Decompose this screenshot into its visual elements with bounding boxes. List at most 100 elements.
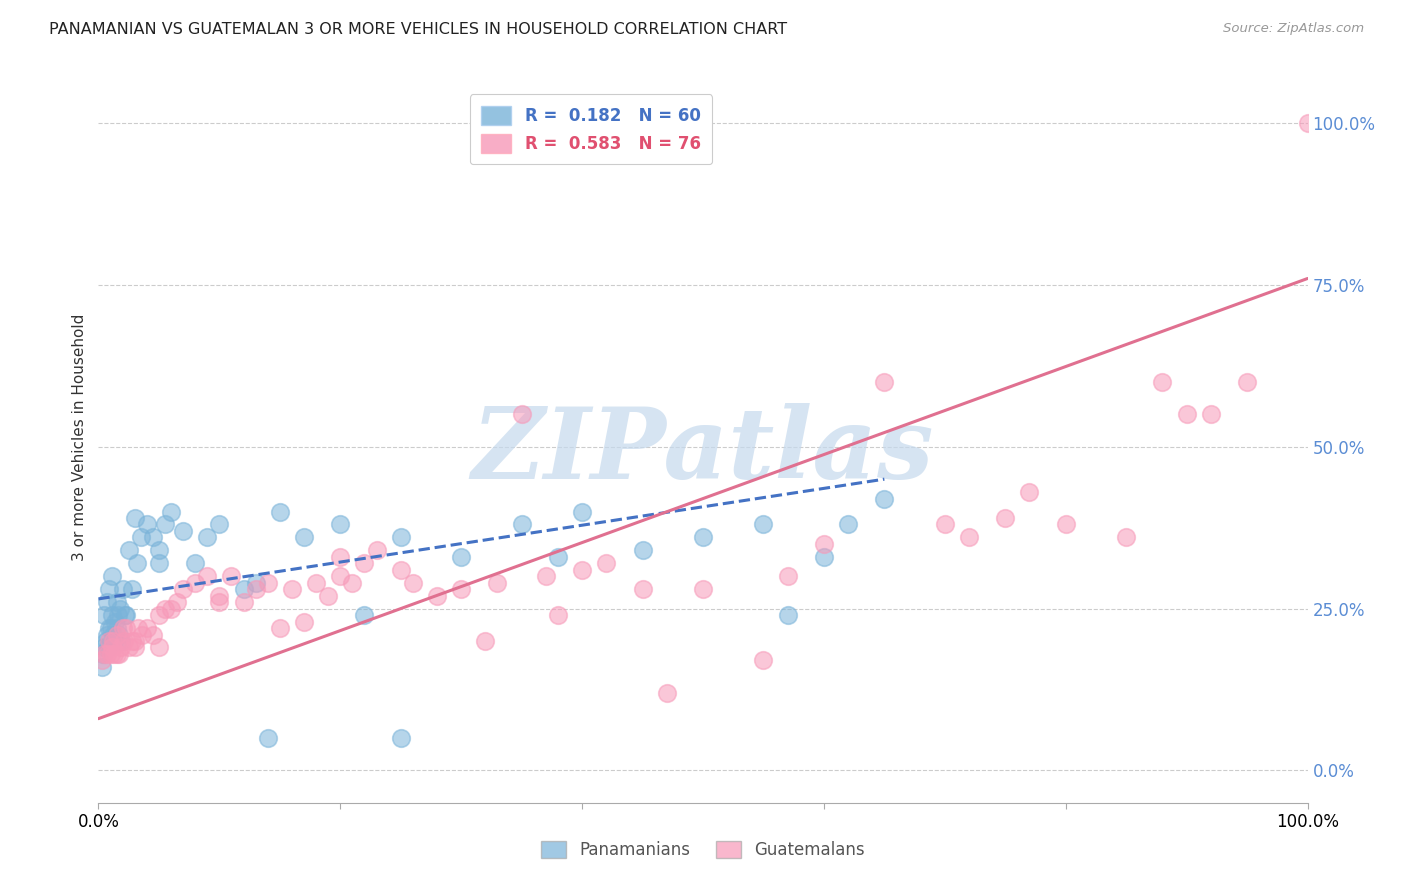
Point (127, 557, 149, 571)
Point (105, 595, 128, 609)
Point (1054, 517, 1077, 532)
Point (547, 608, 569, 623)
Point (353, 557, 375, 571)
Point (91, 647, 114, 661)
Point (93, 640, 115, 655)
Point (91, 653, 114, 667)
Point (342, 575, 364, 590)
Point (934, 517, 956, 532)
Point (96, 627, 118, 641)
Point (389, 731, 412, 745)
Point (148, 543, 170, 558)
Point (1018, 485, 1040, 500)
Point (571, 504, 593, 518)
Point (104, 615, 127, 629)
Point (245, 582, 267, 597)
Point (957, 530, 980, 544)
Point (208, 517, 231, 532)
Point (105, 621, 128, 635)
Point (873, 375, 896, 389)
Point (232, 595, 254, 609)
Point (232, 582, 254, 597)
Point (316, 589, 339, 603)
Point (100, 647, 122, 661)
Point (402, 575, 425, 590)
Point (631, 582, 654, 597)
Point (389, 530, 412, 544)
Point (221, 569, 243, 583)
Point (353, 608, 375, 623)
Text: ZIPatlas: ZIPatlas (472, 403, 934, 500)
Point (474, 634, 496, 648)
Point (208, 589, 231, 603)
Point (184, 575, 207, 590)
Point (142, 530, 165, 544)
Point (195, 569, 218, 583)
Point (135, 621, 157, 635)
Point (94, 634, 117, 648)
Point (450, 582, 472, 597)
Point (96, 647, 118, 661)
Point (269, 621, 291, 635)
Point (329, 569, 352, 583)
Point (105, 627, 128, 641)
Point (1296, 116, 1319, 130)
Point (329, 549, 352, 564)
Point (91, 660, 114, 674)
Point (426, 589, 449, 603)
Point (129, 530, 152, 544)
Point (105, 647, 128, 661)
Point (510, 517, 533, 532)
Point (121, 634, 143, 648)
Point (269, 504, 291, 518)
Point (131, 627, 153, 641)
Point (1115, 530, 1137, 544)
Point (142, 627, 165, 641)
Point (256, 731, 278, 745)
Point (97, 640, 120, 655)
Text: Source: ZipAtlas.com: Source: ZipAtlas.com (1223, 22, 1364, 36)
Point (184, 557, 207, 571)
Point (110, 640, 132, 655)
Point (115, 608, 138, 623)
Point (776, 569, 799, 583)
Point (98, 634, 121, 648)
Point (101, 627, 124, 641)
Point (93, 647, 115, 661)
Point (1175, 408, 1198, 422)
Point (110, 634, 132, 648)
Point (172, 524, 194, 538)
Point (111, 621, 134, 635)
Point (256, 575, 278, 590)
Point (571, 563, 593, 577)
Point (127, 621, 149, 635)
Point (124, 640, 146, 655)
Point (118, 543, 141, 558)
Point (108, 601, 131, 615)
Point (292, 530, 315, 544)
Point (692, 530, 714, 544)
Point (1199, 408, 1222, 422)
Point (195, 530, 218, 544)
Point (98, 582, 121, 597)
Point (776, 608, 799, 623)
Point (121, 582, 143, 597)
Point (115, 621, 138, 635)
Point (148, 640, 170, 655)
Y-axis label: 3 or more Vehicles in Household: 3 or more Vehicles in Household (72, 313, 87, 561)
Point (837, 517, 859, 532)
Point (124, 634, 146, 648)
Point (245, 575, 267, 590)
Point (135, 517, 157, 532)
Point (93, 608, 115, 623)
Point (103, 647, 125, 661)
Point (329, 517, 352, 532)
Point (114, 608, 136, 623)
Point (148, 608, 170, 623)
Point (281, 582, 304, 597)
Point (595, 557, 617, 571)
Point (166, 595, 188, 609)
Point (111, 582, 134, 597)
Point (873, 491, 896, 506)
Point (534, 569, 557, 583)
